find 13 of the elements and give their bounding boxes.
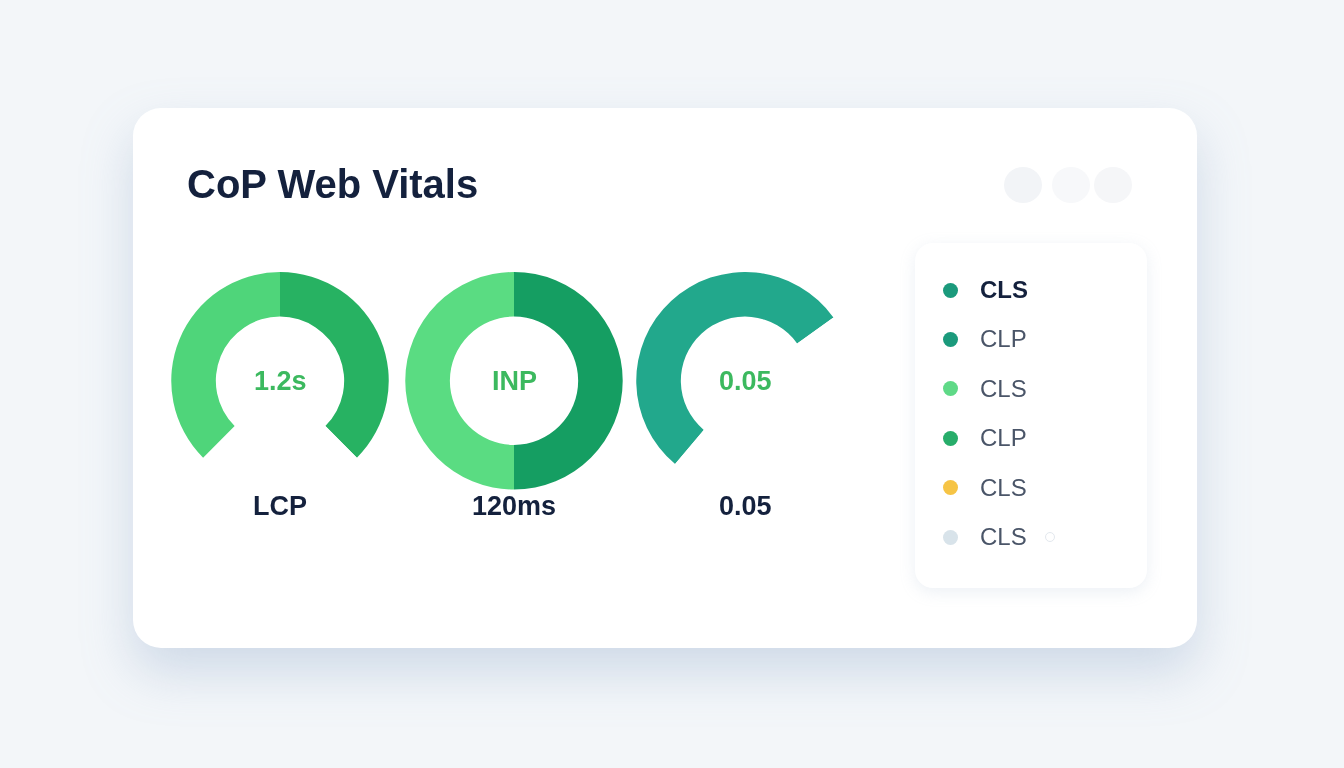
text: 1.2s [254, 366, 307, 396]
chart-title: CoP Web Vitals [187, 162, 479, 207]
category-label: CLS [980, 523, 1027, 551]
text: 120ms [472, 491, 557, 521]
category-label: CLS [980, 473, 1027, 502]
text: 0.05 [719, 491, 772, 521]
category-label: CLP [980, 424, 1027, 453]
category-label: CLS [980, 374, 1027, 403]
category-label: CLS [980, 276, 1028, 304]
category-label: CLP [980, 325, 1027, 354]
text: 0.05 [719, 366, 772, 396]
text: INP [492, 366, 538, 396]
text: LCP [253, 491, 307, 521]
